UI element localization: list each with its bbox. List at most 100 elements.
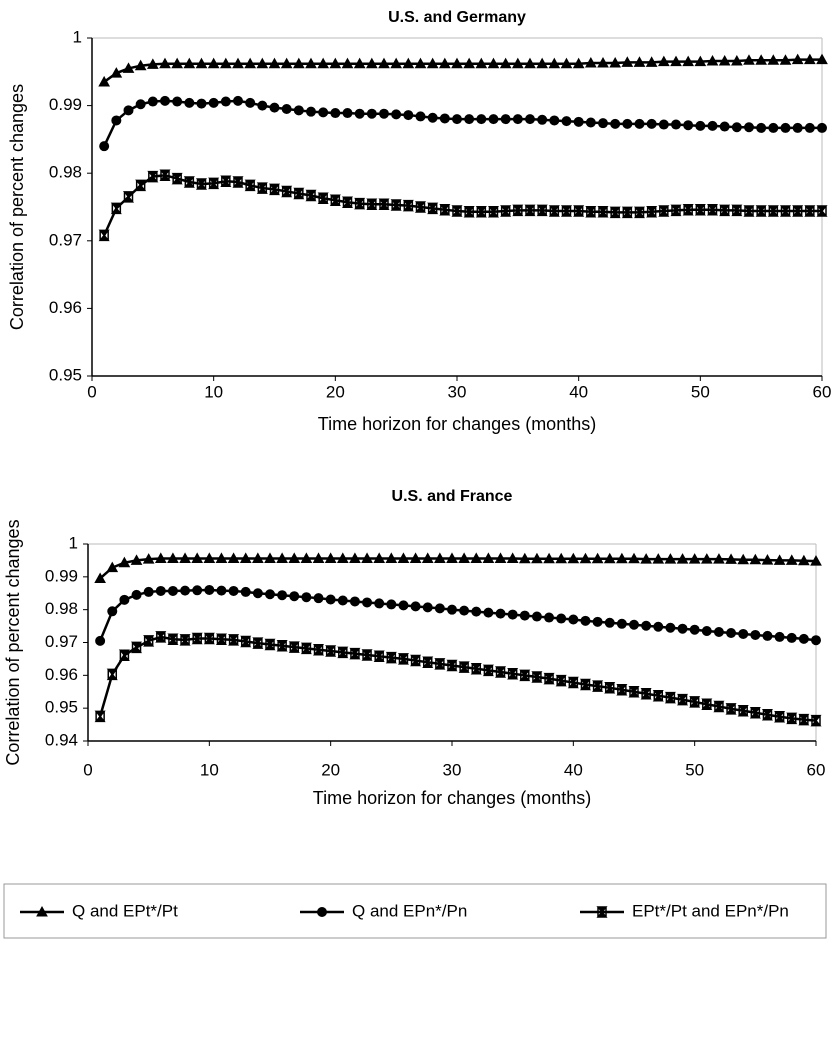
marker-circle xyxy=(726,627,737,638)
marker-triangle xyxy=(268,57,281,69)
marker-bar-x xyxy=(171,172,183,185)
marker-circle xyxy=(592,616,603,627)
y-tick-label: 0.97 xyxy=(49,230,82,249)
marker-triangle xyxy=(434,552,446,563)
marker-circle xyxy=(318,107,329,118)
marker-bar-x xyxy=(604,682,616,694)
marker-bar-x xyxy=(652,689,664,702)
marker-triangle xyxy=(385,552,398,563)
marker-circle xyxy=(641,620,652,631)
marker-bar-x xyxy=(804,205,816,217)
y-tick-label: 0.99 xyxy=(49,95,82,114)
y-tick-label: 1 xyxy=(73,27,82,46)
marker-triangle xyxy=(688,553,701,564)
marker-circle xyxy=(568,614,579,625)
marker-triangle xyxy=(718,54,731,66)
marker-triangle xyxy=(791,53,804,65)
marker-triangle xyxy=(146,58,159,69)
marker-bar-x xyxy=(94,710,106,723)
x-tick-label: 10 xyxy=(200,760,219,779)
marker-circle xyxy=(464,114,475,125)
marker-triangle xyxy=(159,57,171,69)
marker-circle xyxy=(774,631,785,642)
marker-bar-x xyxy=(767,205,779,217)
marker-circle xyxy=(184,97,195,108)
marker-triangle xyxy=(458,552,470,563)
marker-circle xyxy=(281,103,292,114)
marker-triangle xyxy=(506,552,519,563)
marker-circle xyxy=(95,635,106,646)
marker-triangle xyxy=(543,552,555,564)
marker-bar-x xyxy=(646,205,658,218)
marker-circle xyxy=(476,114,487,125)
chart-title: U.S. and France xyxy=(392,488,513,505)
legend-label: Q and EPt*/Pt xyxy=(72,901,178,920)
y-tick-label: 0.95 xyxy=(49,365,82,384)
marker-bar-x xyxy=(385,651,397,664)
marker-triangle xyxy=(390,57,403,69)
marker-circle xyxy=(325,594,336,605)
marker-bar-x xyxy=(531,671,543,683)
marker-bar-x xyxy=(106,668,118,681)
marker-circle xyxy=(701,626,712,637)
marker-circle xyxy=(786,632,797,643)
marker-bar-x xyxy=(183,176,195,188)
marker-circle xyxy=(646,118,657,129)
marker-circle xyxy=(220,96,231,107)
marker-circle xyxy=(792,122,803,133)
marker-triangle xyxy=(536,57,549,69)
marker-circle xyxy=(306,106,316,117)
marker-triangle xyxy=(244,57,257,69)
marker-bar-x xyxy=(536,204,548,217)
marker-triangle xyxy=(134,59,147,71)
x-axis-label: Time horizon for changes (months) xyxy=(318,414,596,434)
marker-bar-x xyxy=(208,177,220,190)
marker-bar-x xyxy=(543,672,555,685)
marker-triangle xyxy=(816,53,828,65)
marker-triangle xyxy=(652,553,665,564)
marker-circle xyxy=(123,105,134,116)
marker-circle xyxy=(233,95,243,106)
marker-triangle xyxy=(179,552,191,563)
marker-bar-x xyxy=(281,185,293,198)
marker-circle xyxy=(415,111,426,122)
legend-label: EPt*/Pt and EPn*/Pn xyxy=(632,901,789,920)
marker-bar-x xyxy=(341,196,354,209)
marker-bar-x xyxy=(349,647,361,660)
marker-bar-x xyxy=(268,183,281,196)
marker-circle xyxy=(362,597,373,608)
marker-circle xyxy=(204,584,215,595)
marker-triangle xyxy=(761,554,774,565)
marker-bar-x xyxy=(434,658,446,670)
marker-triangle xyxy=(239,552,252,563)
marker-bar-x xyxy=(191,632,203,645)
marker-circle xyxy=(556,613,567,624)
marker-bar-x xyxy=(240,635,252,648)
marker-triangle xyxy=(426,57,439,69)
marker-bar-x xyxy=(305,189,317,202)
marker-bar-x xyxy=(276,640,288,652)
marker-circle xyxy=(180,585,191,596)
marker-triangle xyxy=(706,54,719,66)
x-tick-label: 30 xyxy=(443,760,462,779)
marker-bar-x xyxy=(579,678,592,691)
marker-bar-x xyxy=(337,646,349,659)
marker-triangle xyxy=(288,552,301,563)
marker-bar-x xyxy=(130,641,143,654)
marker-triangle xyxy=(122,62,135,73)
marker-circle xyxy=(403,110,414,121)
marker-circle xyxy=(738,628,749,639)
marker-circle xyxy=(719,121,730,132)
marker-circle xyxy=(447,604,457,615)
marker-bar-x xyxy=(694,203,706,216)
marker-circle xyxy=(598,118,608,129)
marker-triangle xyxy=(402,57,415,69)
marker-bar-x xyxy=(774,710,786,723)
marker-triangle xyxy=(336,552,349,563)
marker-triangle xyxy=(171,57,184,69)
marker-triangle xyxy=(609,56,622,68)
marker-triangle xyxy=(361,552,373,563)
marker-triangle xyxy=(317,57,330,69)
marker-circle xyxy=(265,589,275,600)
